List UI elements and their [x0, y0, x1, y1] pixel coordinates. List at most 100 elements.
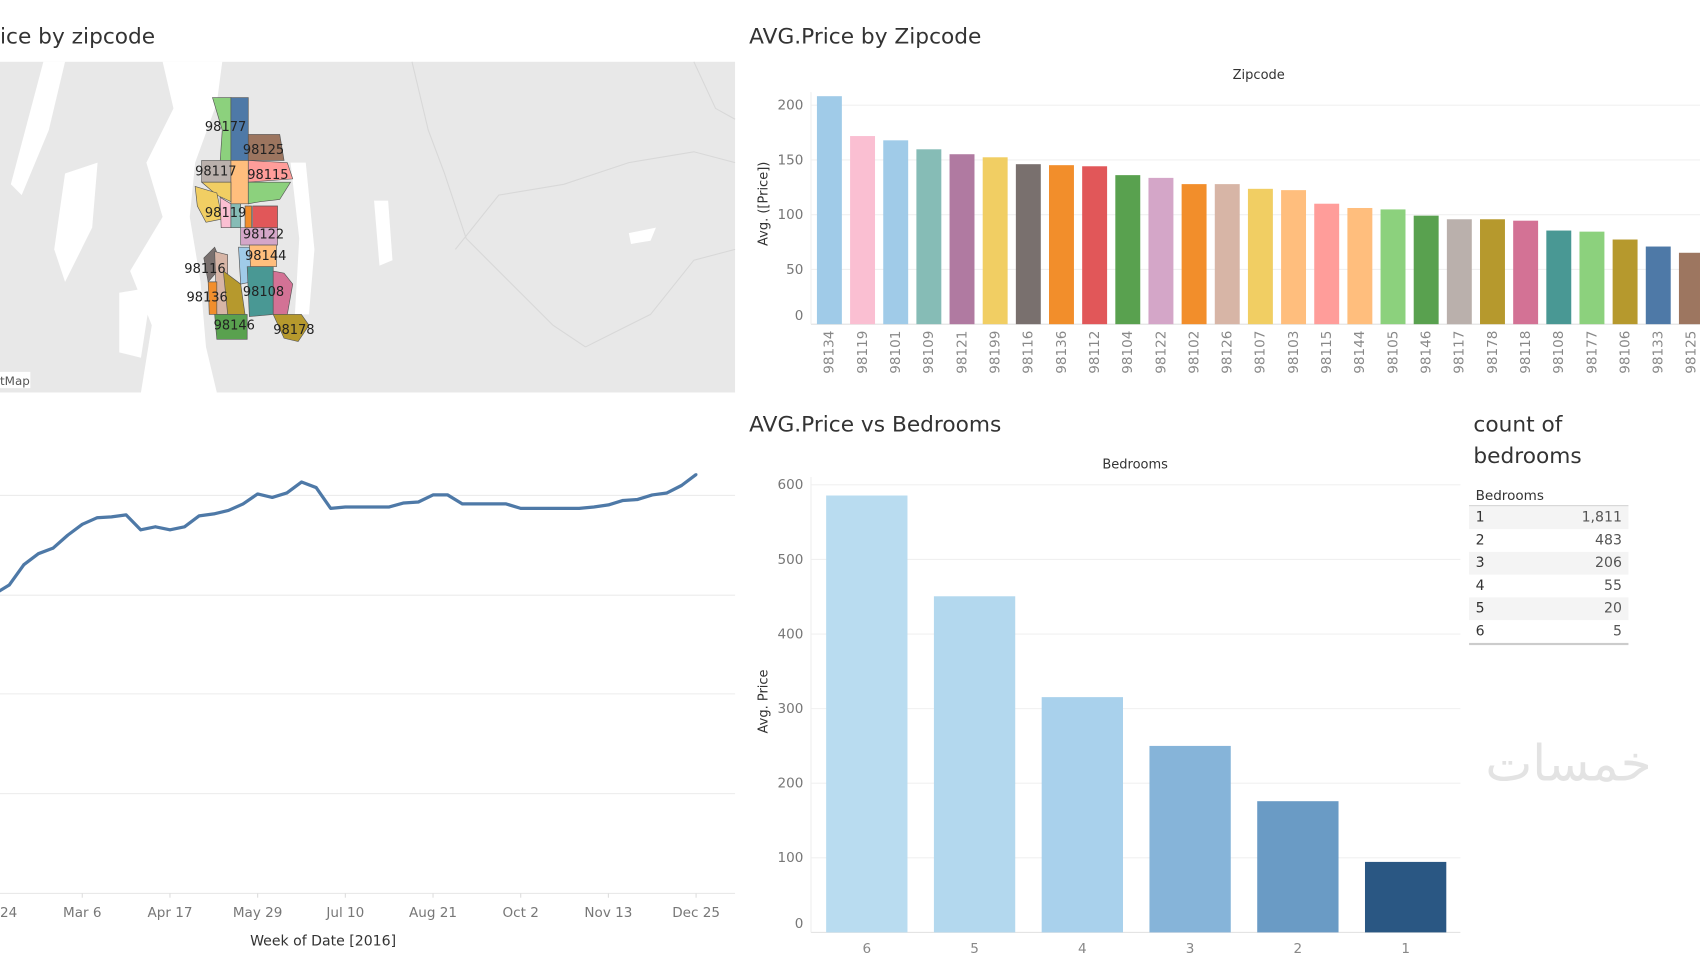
data-point[interactable] — [300, 480, 303, 484]
data-point[interactable] — [139, 528, 143, 532]
data-point[interactable] — [227, 508, 230, 512]
data-point[interactable] — [402, 501, 406, 505]
data-point[interactable] — [665, 491, 669, 495]
data-point[interactable] — [153, 525, 157, 529]
data-point[interactable] — [490, 502, 493, 506]
bar[interactable] — [1149, 745, 1231, 933]
map[interactable]: 98177 98125 98117 98115 98119 98122 98144 98116… — [0, 61, 736, 393]
data-point[interactable] — [563, 506, 566, 510]
bar[interactable] — [1181, 184, 1207, 325]
data-point[interactable] — [387, 505, 391, 509]
data-point[interactable] — [95, 516, 99, 520]
zipcode-region[interactable] — [272, 314, 310, 342]
bar[interactable] — [949, 154, 975, 325]
table-row[interactable]: 1 1,811 — [1469, 506, 1629, 530]
data-point[interactable] — [7, 583, 11, 587]
data-point[interactable] — [183, 525, 186, 529]
bar[interactable] — [1214, 184, 1240, 325]
bar[interactable] — [1314, 203, 1340, 325]
data-point[interactable] — [416, 500, 420, 504]
bar[interactable] — [916, 149, 942, 325]
bar[interactable] — [1446, 219, 1472, 325]
data-point[interactable] — [548, 506, 552, 510]
zipcode-region[interactable] — [214, 314, 248, 340]
data-point[interactable] — [460, 502, 464, 506]
zipcode-region[interactable] — [247, 160, 294, 183]
data-point[interactable] — [373, 505, 376, 509]
bar[interactable] — [1247, 188, 1273, 325]
data-point[interactable] — [37, 552, 40, 556]
bar[interactable] — [1082, 166, 1108, 325]
zipcode-region[interactable] — [252, 205, 278, 231]
data-point[interactable] — [22, 563, 26, 567]
bar[interactable] — [1546, 230, 1572, 325]
data-point[interactable] — [475, 502, 479, 506]
bar[interactable] — [1380, 209, 1406, 325]
zipcode-region[interactable] — [240, 227, 278, 246]
bar[interactable] — [1513, 220, 1539, 325]
bar[interactable] — [1364, 861, 1447, 933]
data-point[interactable] — [694, 473, 698, 476]
data-point[interactable] — [197, 514, 201, 518]
data-point[interactable] — [329, 506, 333, 510]
data-point[interactable] — [621, 499, 625, 502]
data-point[interactable] — [168, 528, 172, 532]
zipcode-region[interactable] — [247, 134, 285, 161]
bar[interactable] — [1115, 175, 1141, 325]
bar[interactable] — [883, 140, 909, 325]
data-point[interactable] — [314, 486, 318, 489]
data-point[interactable] — [650, 493, 654, 497]
data-point[interactable] — [533, 506, 537, 510]
data-point[interactable] — [110, 515, 113, 519]
zipcode-region[interactable] — [247, 181, 292, 205]
zipcode-regions[interactable] — [194, 97, 310, 342]
data-point[interactable] — [680, 484, 683, 487]
table-row[interactable]: 5 20 — [1469, 597, 1629, 621]
bar[interactable] — [933, 596, 1016, 933]
bar[interactable] — [1347, 207, 1373, 325]
bar[interactable] — [1049, 165, 1074, 325]
data-point[interactable] — [124, 513, 128, 517]
bar[interactable] — [1015, 164, 1041, 325]
bar[interactable] — [1579, 231, 1605, 325]
bar[interactable] — [1612, 239, 1638, 325]
data-point[interactable] — [51, 546, 55, 550]
bar[interactable] — [1645, 246, 1671, 325]
data-point[interactable] — [241, 502, 245, 506]
bar[interactable] — [1257, 801, 1339, 933]
data-point[interactable] — [343, 505, 347, 509]
data-point[interactable] — [592, 505, 596, 509]
bar[interactable] — [816, 96, 842, 325]
data-point[interactable] — [256, 492, 260, 496]
bar[interactable] — [1413, 215, 1439, 325]
table-row[interactable]: 4 55 — [1469, 575, 1628, 598]
data-point[interactable] — [636, 498, 640, 501]
data-point[interactable] — [446, 493, 450, 497]
data-point[interactable] — [431, 493, 435, 497]
table-row[interactable]: 2 483 — [1469, 529, 1628, 552]
data-point[interactable] — [358, 505, 362, 509]
data-point[interactable] — [285, 491, 289, 495]
bar[interactable] — [982, 157, 1008, 325]
price-trend-line[interactable] — [0, 473, 698, 594]
data-point[interactable] — [80, 522, 84, 526]
table-row[interactable]: 3 206 — [1469, 551, 1629, 575]
zipcode-region[interactable] — [272, 270, 294, 315]
data-point[interactable] — [504, 502, 508, 506]
bar[interactable] — [1041, 697, 1123, 933]
bar[interactable] — [1281, 190, 1307, 325]
bar[interactable] — [826, 495, 908, 933]
data-point[interactable] — [519, 506, 523, 510]
bar[interactable] — [1480, 219, 1505, 325]
data-point[interactable] — [606, 503, 610, 507]
bar[interactable] — [1148, 177, 1174, 325]
bar[interactable] — [1678, 252, 1700, 325]
zipcode-region[interactable] — [194, 186, 223, 223]
data-point[interactable] — [66, 533, 70, 537]
map-attribution[interactable]: tMap — [0, 374, 30, 388]
data-point[interactable] — [577, 506, 581, 510]
zipcode-region[interactable] — [200, 181, 232, 203]
data-point[interactable] — [212, 512, 216, 516]
bar[interactable] — [850, 136, 876, 325]
